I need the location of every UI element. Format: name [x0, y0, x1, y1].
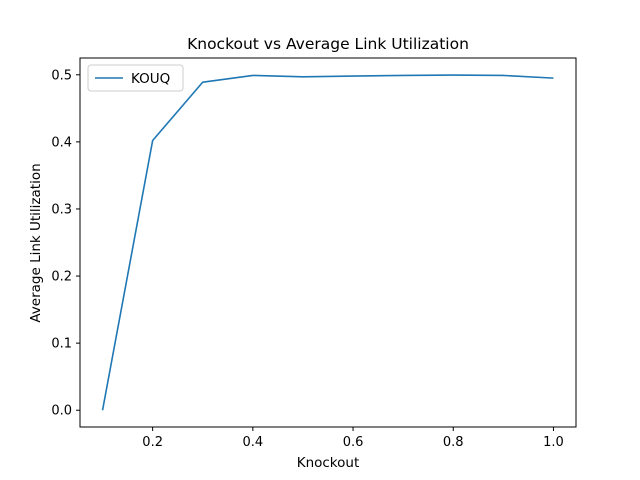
legend: KOUQ — [87, 64, 184, 92]
x-tick-label: 0.2 — [142, 435, 163, 450]
y-tick-label: 0.2 — [51, 270, 72, 285]
y-tick-label: 0.1 — [51, 337, 72, 352]
x-tick-label: 0.4 — [243, 435, 264, 450]
x-tick-label: 1.0 — [543, 435, 564, 450]
y-axis-label: Average Link Utilization — [28, 163, 44, 322]
y-tick-label: 0.0 — [51, 404, 72, 419]
y-axis-ticks: 0.0 0.1 0.2 0.3 0.4 0.5 — [51, 68, 80, 419]
x-tick-label: 0.6 — [343, 435, 364, 450]
x-axis-label: Knockout — [297, 455, 360, 471]
legend-box — [87, 64, 184, 92]
series-layer — [101, 74, 554, 411]
plot-frame — [79, 57, 577, 428]
series-line-kouq — [101, 74, 554, 411]
x-axis-ticks: 0.2 0.4 0.6 0.8 1.0 — [142, 427, 564, 450]
chart-title: Knockout vs Average Link Utilization — [187, 35, 469, 53]
plot-area: 0.2 0.4 0.6 0.8 1.0 0.0 0.1 0.2 0.3 0.4 0.5 — [51, 57, 577, 450]
y-tick-label: 0.4 — [51, 135, 72, 150]
y-tick-label: 0.5 — [51, 68, 72, 83]
y-tick-label: 0.3 — [51, 202, 72, 217]
legend-label-kouq: KOUQ — [131, 71, 170, 87]
x-tick-label: 0.8 — [443, 435, 464, 450]
